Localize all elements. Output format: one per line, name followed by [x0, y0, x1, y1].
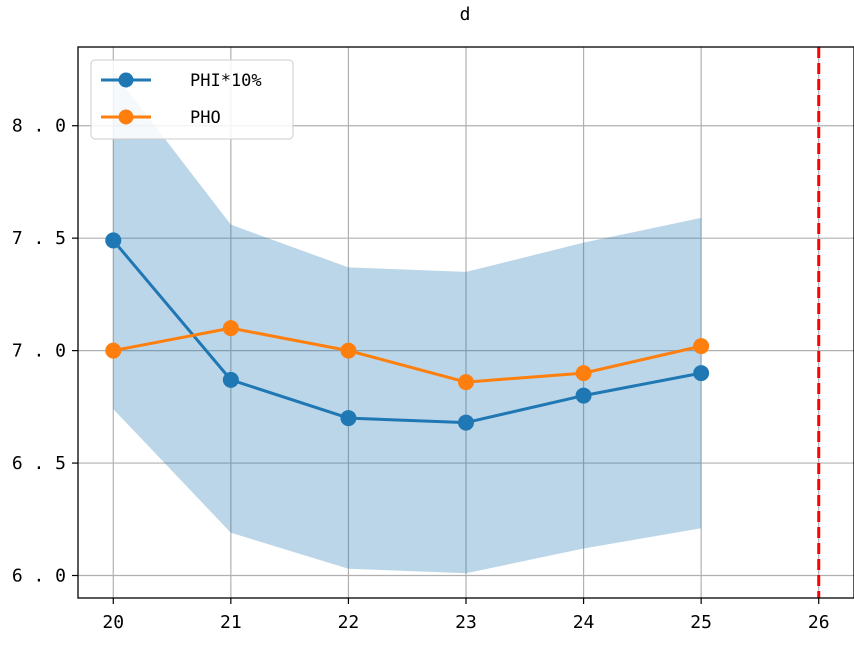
y-tick-label: 7 . 0: [12, 341, 66, 362]
series-point-1: [222, 320, 239, 337]
chart-title: d: [460, 4, 471, 25]
legend-label-pho: PHO: [190, 108, 221, 128]
legend-marker-phi: [118, 72, 134, 88]
series-point-0: [693, 365, 710, 382]
x-tick-label: 21: [220, 612, 242, 633]
series-point-0: [222, 371, 239, 388]
axis-ticks: 20 21 22 23 24 25 26 6 . 0 6 . 5 7 . 0 7 . 5 8 . 0: [12, 116, 830, 633]
y-tick-label: 7 . 5: [12, 228, 66, 249]
legend: PHI*10% PHO: [90, 59, 294, 140]
confidence-band: [113, 71, 702, 574]
series-line-1: [112, 326, 702, 384]
y-tick-label: 8 . 0: [12, 116, 66, 137]
legend-marker-pho: [118, 109, 134, 125]
series-point-0: [105, 232, 122, 249]
x-tick-label: 23: [455, 612, 477, 633]
legend-label-phi: PHI*10%: [190, 71, 262, 91]
confidence-band-layer: [113, 71, 702, 574]
series-point-1: [458, 374, 474, 391]
x-tick-label: 20: [102, 612, 124, 633]
series-point-0: [340, 410, 357, 427]
series-line-0: [112, 239, 702, 425]
series-point-0: [575, 387, 592, 404]
x-tick-label: 25: [690, 612, 712, 633]
series-point-0: [458, 414, 474, 431]
x-tick-label: 22: [338, 612, 360, 633]
y-tick-label: 6 . 5: [12, 453, 66, 474]
series-point-1: [575, 365, 592, 382]
y-tick-label: 6 . 0: [12, 566, 66, 587]
series-point-1: [693, 338, 710, 355]
x-tick-label: 24: [573, 612, 595, 633]
series-point-1: [105, 342, 122, 359]
series-point-1: [340, 342, 357, 359]
x-tick-label: 26: [808, 612, 830, 633]
series-layer: [105, 232, 710, 431]
